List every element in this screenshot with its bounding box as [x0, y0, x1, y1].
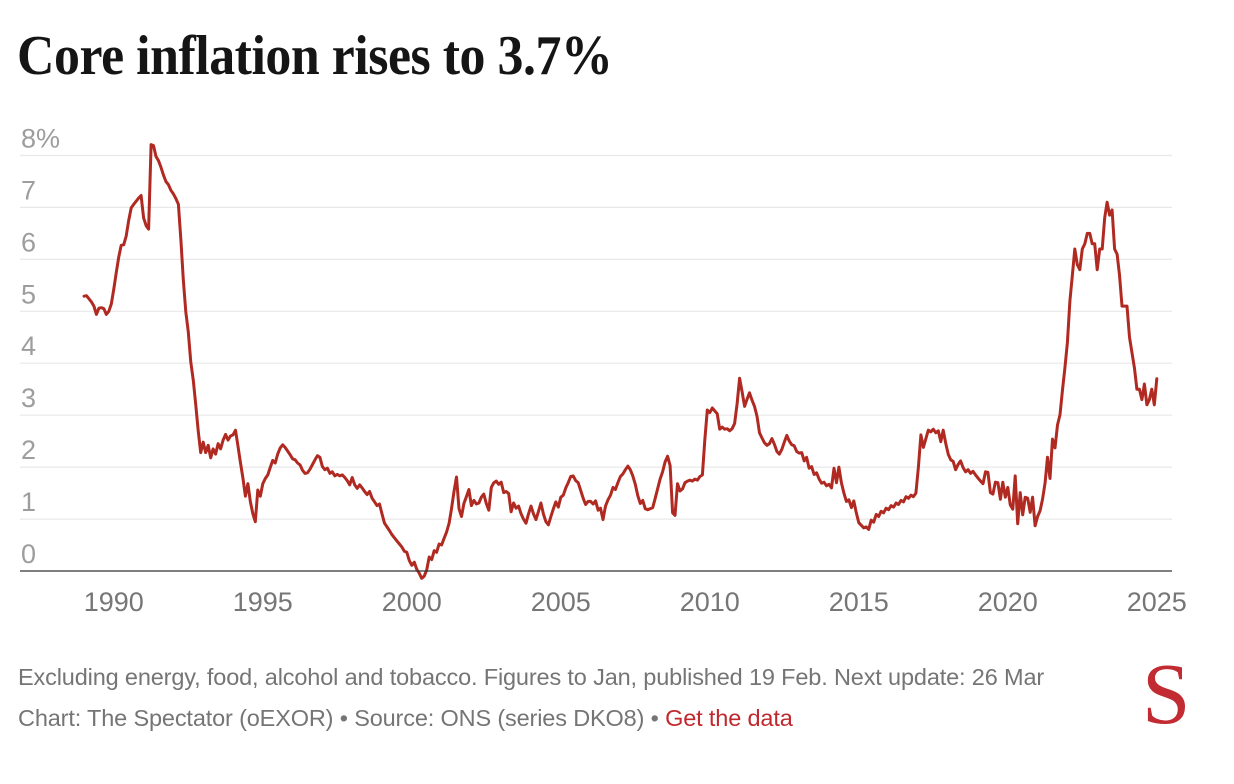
svg-text:1: 1	[21, 487, 36, 517]
svg-text:6: 6	[21, 227, 36, 257]
svg-text:1990: 1990	[84, 587, 144, 617]
svg-text:1995: 1995	[233, 587, 293, 617]
svg-text:2: 2	[21, 435, 36, 465]
svg-text:4: 4	[21, 331, 36, 361]
svg-text:8%: 8%	[21, 124, 60, 154]
svg-text:7: 7	[21, 175, 36, 205]
svg-text:2010: 2010	[680, 587, 740, 617]
svg-text:5: 5	[21, 279, 36, 309]
svg-text:2020: 2020	[978, 587, 1038, 617]
svg-text:2005: 2005	[531, 587, 591, 617]
svg-text:3: 3	[21, 383, 36, 413]
svg-text:2025: 2025	[1127, 587, 1187, 617]
svg-text:0: 0	[21, 539, 36, 569]
svg-text:2000: 2000	[382, 587, 442, 617]
svg-text:2015: 2015	[829, 587, 889, 617]
